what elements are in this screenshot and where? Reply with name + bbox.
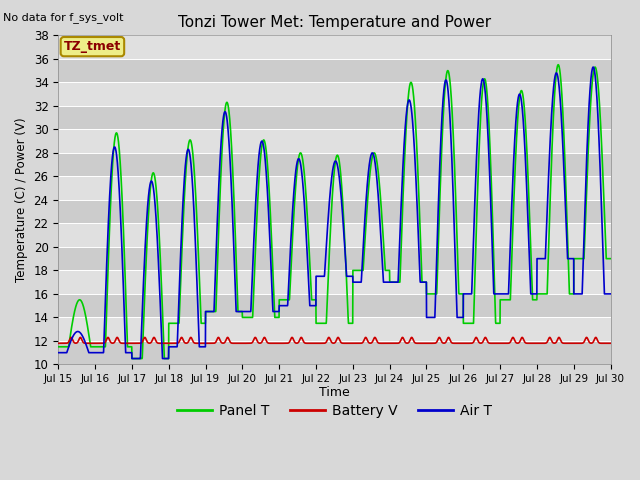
Y-axis label: Temperature (C) / Power (V): Temperature (C) / Power (V) (15, 118, 28, 282)
Bar (58, 341, 611, 364)
Bar (58, 153, 611, 176)
Bar (58, 317, 611, 341)
Legend: Panel T, Battery V, Air T: Panel T, Battery V, Air T (172, 398, 497, 423)
Bar (58, 270, 611, 294)
Text: TZ_tmet: TZ_tmet (64, 40, 121, 53)
Bar (58, 83, 611, 106)
Title: Tonzi Tower Met: Temperature and Power: Tonzi Tower Met: Temperature and Power (178, 15, 491, 30)
Bar (58, 223, 611, 247)
Bar (58, 176, 611, 200)
Bar (58, 106, 611, 129)
Bar (58, 247, 611, 270)
X-axis label: Time: Time (319, 385, 350, 398)
Bar (58, 36, 611, 59)
Bar (58, 59, 611, 83)
Bar (58, 294, 611, 317)
Bar (58, 129, 611, 153)
Bar (58, 200, 611, 223)
Text: No data for f_sys_volt: No data for f_sys_volt (3, 12, 124, 23)
